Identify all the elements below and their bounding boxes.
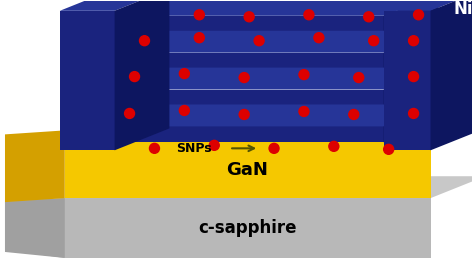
Circle shape <box>194 10 204 20</box>
Circle shape <box>210 140 219 150</box>
Circle shape <box>369 36 379 46</box>
Circle shape <box>194 33 204 43</box>
Polygon shape <box>60 0 169 11</box>
Polygon shape <box>65 109 474 130</box>
Circle shape <box>409 72 419 82</box>
Polygon shape <box>115 0 169 150</box>
Polygon shape <box>383 11 430 150</box>
Polygon shape <box>115 68 438 89</box>
Circle shape <box>409 109 419 119</box>
Circle shape <box>364 12 374 22</box>
Circle shape <box>239 73 249 83</box>
Circle shape <box>179 69 189 79</box>
Circle shape <box>414 10 424 20</box>
Polygon shape <box>383 105 438 142</box>
Circle shape <box>409 36 419 46</box>
Polygon shape <box>383 68 438 106</box>
Polygon shape <box>65 130 430 198</box>
Circle shape <box>179 106 189 115</box>
Polygon shape <box>5 198 65 258</box>
Circle shape <box>254 36 264 46</box>
Polygon shape <box>383 0 474 11</box>
Polygon shape <box>430 0 474 150</box>
Circle shape <box>269 143 279 153</box>
Circle shape <box>149 143 159 153</box>
Polygon shape <box>115 105 438 126</box>
Circle shape <box>349 110 359 119</box>
Circle shape <box>383 144 393 154</box>
Polygon shape <box>383 0 438 32</box>
Text: GaN: GaN <box>226 161 268 179</box>
Polygon shape <box>115 31 438 53</box>
Polygon shape <box>115 53 383 69</box>
Polygon shape <box>115 16 383 32</box>
Polygon shape <box>5 130 65 202</box>
Circle shape <box>299 70 309 79</box>
Polygon shape <box>5 198 65 258</box>
Circle shape <box>239 110 249 119</box>
Circle shape <box>314 33 324 43</box>
Polygon shape <box>60 11 115 150</box>
Text: SNPs: SNPs <box>176 142 212 155</box>
Polygon shape <box>65 198 430 258</box>
Circle shape <box>304 10 314 20</box>
Polygon shape <box>115 89 383 106</box>
Circle shape <box>329 141 339 151</box>
Circle shape <box>129 72 139 82</box>
Circle shape <box>299 106 309 116</box>
Polygon shape <box>115 126 383 142</box>
Circle shape <box>354 73 364 83</box>
Polygon shape <box>115 0 438 16</box>
Circle shape <box>125 109 135 119</box>
Polygon shape <box>383 31 438 69</box>
Circle shape <box>139 36 149 46</box>
Circle shape <box>244 12 254 22</box>
Text: c-sapphire: c-sapphire <box>198 219 296 237</box>
Text: Ni: Ni <box>454 0 473 18</box>
Polygon shape <box>65 176 474 198</box>
